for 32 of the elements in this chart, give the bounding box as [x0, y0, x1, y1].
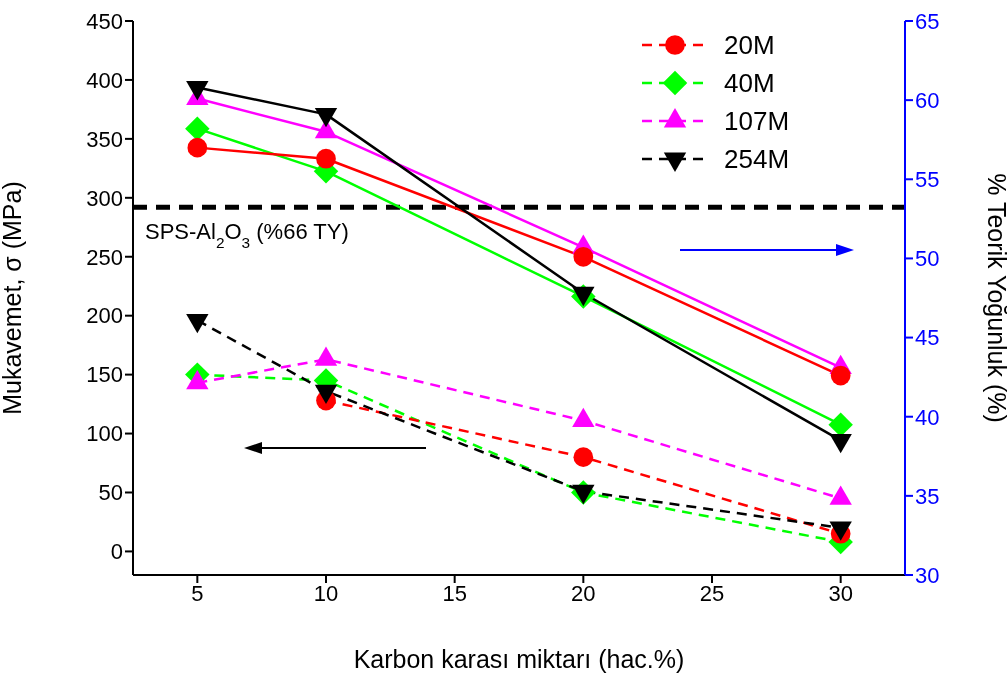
y-axis-title: Mukavemet, σ (MPa) — [0, 181, 26, 415]
y2-tick-label: 45 — [915, 325, 940, 351]
legend-label: 40M — [724, 67, 775, 99]
y2-tick-label: 50 — [915, 246, 940, 272]
y-tick-label: 0 — [110, 539, 123, 565]
y-tick-label: 100 — [86, 421, 123, 447]
y-tick-label: 150 — [86, 362, 123, 388]
legend-label: 254M — [724, 143, 790, 175]
x-tick-label: 5 — [191, 580, 204, 606]
y2-axis-title: % Teorik Yoğunluk (%) — [983, 173, 1007, 423]
legend-label: 20M — [724, 29, 775, 61]
y-tick-label: 250 — [86, 244, 123, 270]
y2-tick-label: 60 — [915, 87, 940, 113]
legend-label: 107M — [724, 105, 790, 137]
x-tick-label: 20 — [571, 580, 596, 606]
y2-tick-label: 30 — [915, 562, 940, 588]
y2-tick-label: 35 — [915, 483, 940, 509]
ref-line-label: SPS-Al$_{2}$O$_{3}$ (%66 TY) — [145, 219, 349, 251]
y-tick-label: 300 — [86, 185, 123, 211]
x-tick-label: 25 — [699, 580, 725, 606]
y-tick-label: 350 — [86, 126, 123, 152]
y-tick-label: 450 — [86, 8, 123, 34]
x-axis-title: Karbon karası miktarı (hac.%) — [353, 645, 685, 673]
y-tick-label: 50 — [98, 480, 123, 506]
y-tick-label: 400 — [86, 67, 123, 93]
x-tick-label: 15 — [442, 580, 467, 606]
y-tick-label: 200 — [86, 303, 123, 329]
y2-tick-label: 40 — [915, 404, 940, 430]
y2-tick-label: 65 — [915, 8, 940, 34]
x-tick-label: 10 — [313, 580, 339, 606]
x-tick-label: 30 — [828, 580, 853, 606]
y2-tick-label: 55 — [915, 167, 940, 193]
